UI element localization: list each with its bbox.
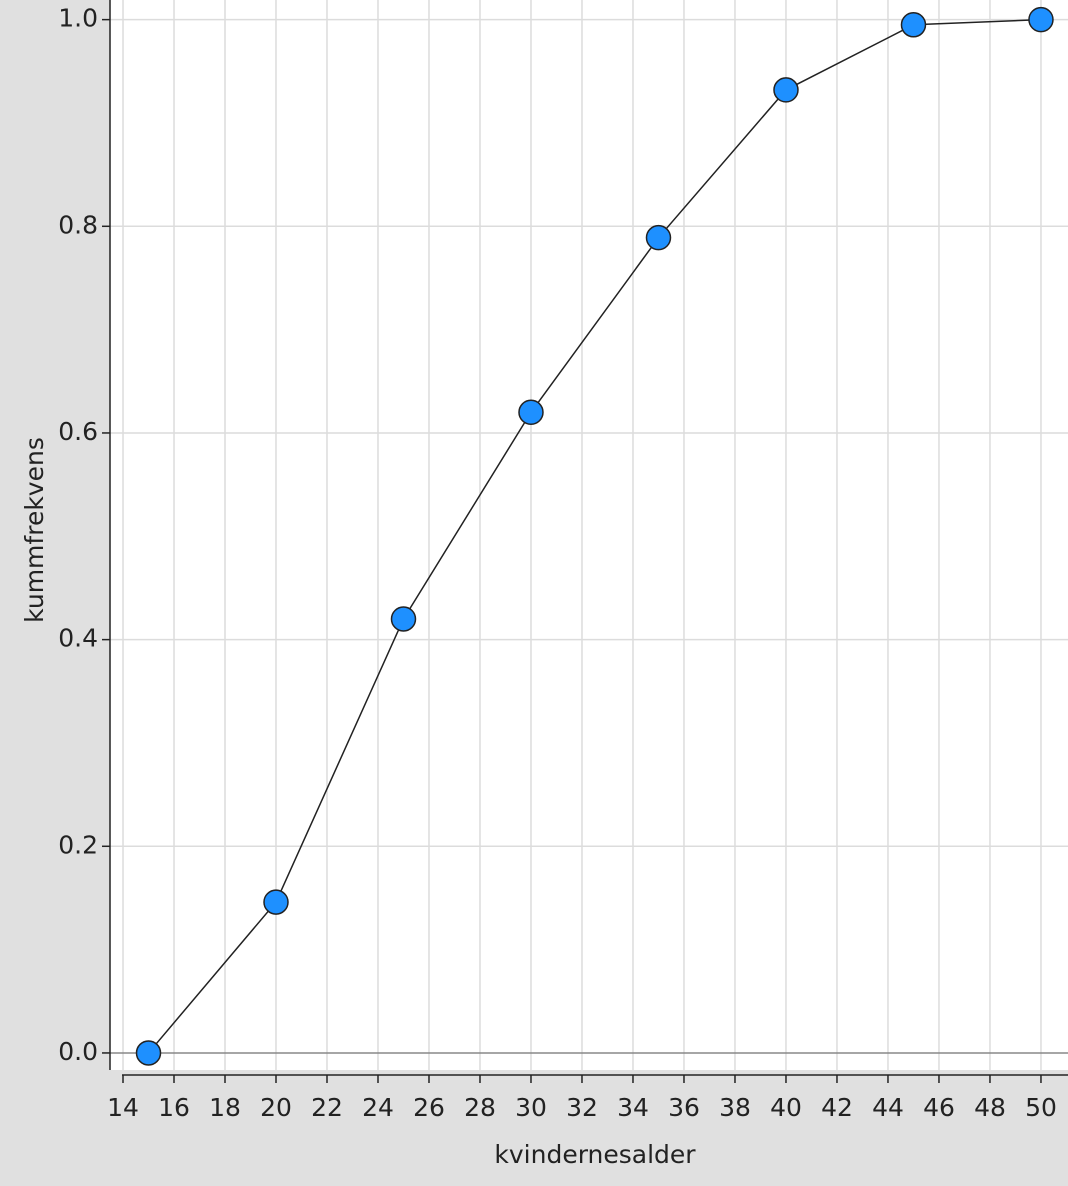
- y-tick-label: 0.0: [58, 1037, 98, 1066]
- x-tick-label: 20: [260, 1093, 292, 1122]
- x-tick-label: 14: [107, 1093, 139, 1122]
- x-tick-label: 38: [719, 1093, 751, 1122]
- point: [518, 399, 544, 426]
- x-tick-label: 40: [770, 1093, 802, 1122]
- y-tick-label: 1.0: [58, 4, 98, 33]
- point: [645, 224, 672, 251]
- x-tick-label: 46: [923, 1093, 955, 1122]
- x-tick-label: 28: [464, 1093, 496, 1122]
- y-tick-label: 0.2: [58, 830, 98, 859]
- plot-area: [110, 0, 1068, 1070]
- x-tick-label: 50: [1025, 1093, 1057, 1122]
- point: [263, 889, 289, 915]
- x-tick-label: 42: [821, 1093, 853, 1122]
- y-tick-label: 0.6: [58, 417, 98, 446]
- x-tick-label: 22: [311, 1093, 343, 1122]
- x-tick-label: 36: [668, 1093, 700, 1122]
- point: [773, 77, 799, 103]
- x-tick-label: 24: [362, 1093, 394, 1122]
- x-tick-label: 26: [413, 1093, 445, 1122]
- point: [1028, 6, 1054, 33]
- x-tick-label: 30: [515, 1093, 547, 1122]
- point: [135, 1040, 162, 1066]
- x-axis-label: kvindernesalder: [494, 1140, 696, 1169]
- x-tick-label: 32: [566, 1093, 598, 1122]
- y-tick-label: 0.8: [58, 210, 98, 239]
- x-tick-label: 48: [974, 1093, 1006, 1122]
- y-tick-label: 0.4: [58, 624, 98, 653]
- x-tick-label: 16: [158, 1093, 190, 1122]
- x-tick-label: 44: [872, 1093, 904, 1122]
- point: [900, 12, 927, 38]
- point: [390, 606, 417, 632]
- line: [147, 18, 1042, 1054]
- x-tick-label: 18: [209, 1093, 241, 1122]
- y-axis-label: kummfrekvens: [20, 437, 49, 623]
- x-tick-label: 34: [617, 1093, 649, 1122]
